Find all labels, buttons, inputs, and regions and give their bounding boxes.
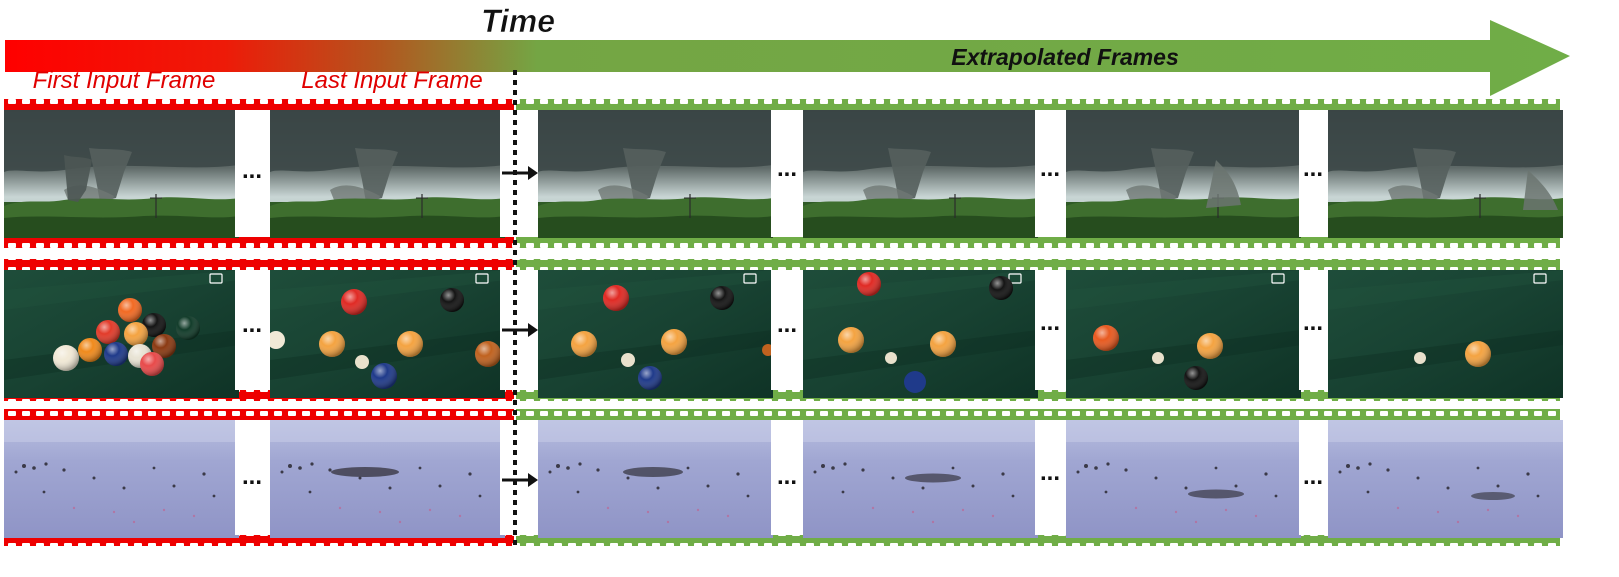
time-arrow <box>5 20 1570 96</box>
ellipsis: ... <box>777 155 797 182</box>
frame-extrapolated <box>537 109 774 239</box>
frame-extrapolated <box>1066 420 1301 538</box>
first-input-frame-label: First Input Frame <box>33 67 216 94</box>
filmstrip-input <box>4 99 514 248</box>
ellipsis: ... <box>1303 155 1323 182</box>
frame-extrapolated <box>802 269 1039 399</box>
frame-last-input <box>270 420 505 538</box>
frame-last-input <box>267 269 506 399</box>
frame-extrapolated <box>1065 269 1302 399</box>
frame-last-input <box>269 109 506 239</box>
row-tornado <box>3 99 1564 248</box>
ellipsis: ... <box>1040 155 1060 182</box>
ellipsis: ... <box>242 463 262 490</box>
ellipsis: ... <box>242 157 262 184</box>
transition-arrow <box>502 473 538 487</box>
transition-arrow <box>502 166 538 180</box>
row-billiards <box>3 259 1564 401</box>
frame-extrapolated <box>1328 420 1563 538</box>
ellipsis: ... <box>777 463 797 490</box>
extrapolated-frames-label: Extrapolated Frames <box>951 44 1179 70</box>
ellipsis: ... <box>1303 463 1323 490</box>
ellipsis: ... <box>1040 459 1060 486</box>
ellipsis: ... <box>242 311 262 338</box>
frame-first-input <box>3 269 240 399</box>
frame-extrapolated <box>537 269 774 399</box>
frame-extrapolated <box>1327 269 1564 399</box>
frame-first-input <box>3 109 240 239</box>
ellipsis: ... <box>1303 309 1323 336</box>
ellipsis: ... <box>777 311 797 338</box>
transition-arrow <box>502 323 538 337</box>
last-input-frame-label: Last Input Frame <box>301 67 482 94</box>
frame-extrapolated <box>803 420 1038 538</box>
row-ants <box>4 409 1563 546</box>
frame-first-input <box>4 420 239 538</box>
frame-extrapolated <box>1327 109 1564 239</box>
frame-extrapolated <box>1065 109 1302 239</box>
frame-extrapolated <box>802 109 1039 239</box>
ellipsis: ... <box>1040 309 1060 336</box>
filmstrip-extrapolated <box>516 99 1560 248</box>
time-label: Time <box>481 3 555 39</box>
frame-extrapolated <box>538 420 773 538</box>
